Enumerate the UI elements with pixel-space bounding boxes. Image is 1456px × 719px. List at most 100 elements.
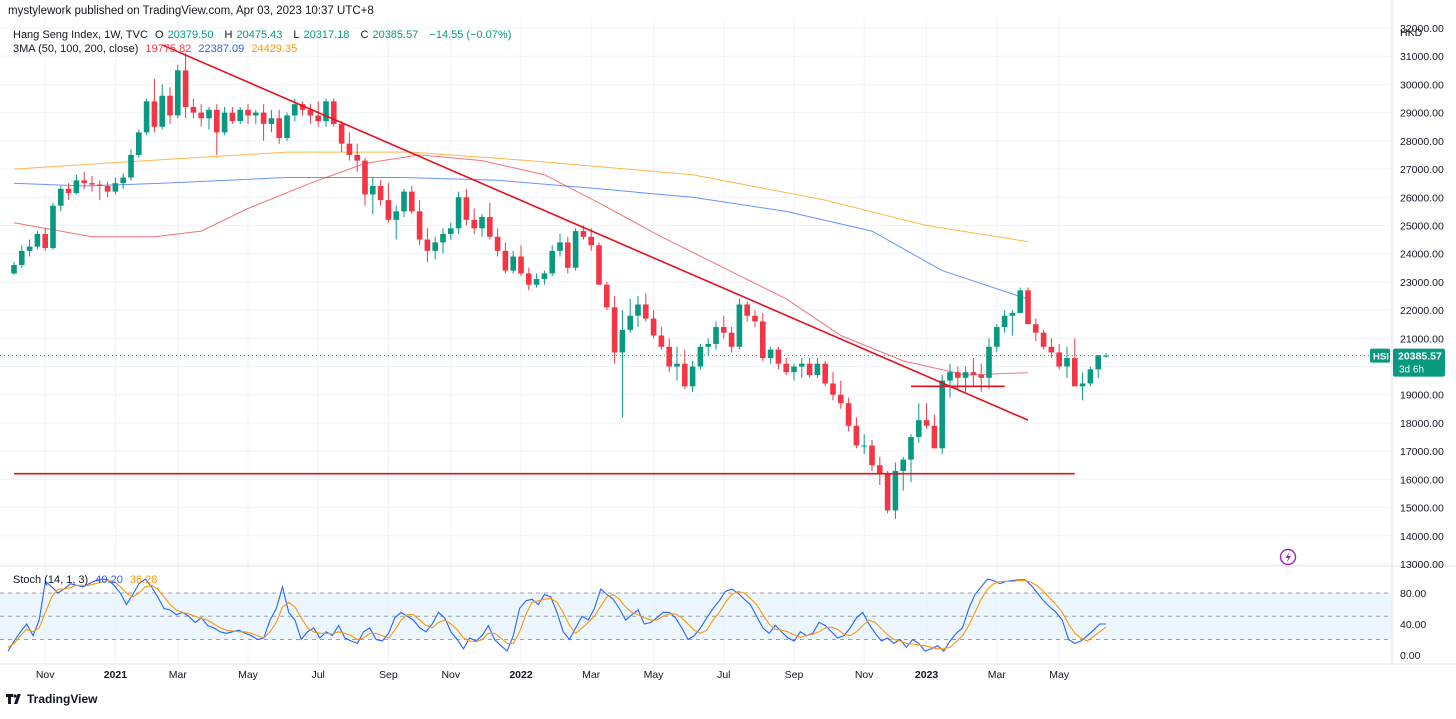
- candle: [245, 104, 251, 124]
- candle: [128, 149, 134, 181]
- candle: [588, 228, 594, 251]
- candle-body: [502, 250, 509, 271]
- candle: [518, 245, 524, 277]
- stoch-tick-label: 40.00: [1400, 619, 1426, 631]
- candle-body: [588, 236, 594, 246]
- candle-body: [1025, 290, 1031, 325]
- candle-body: [448, 228, 454, 234]
- candle-body: [401, 191, 407, 212]
- candle-body: [346, 143, 353, 155]
- candle: [596, 242, 602, 285]
- candle: [611, 296, 618, 364]
- ma200-value: 24429.35: [251, 43, 298, 55]
- candle-body: [315, 115, 321, 122]
- candle: [604, 281, 610, 311]
- candle: [994, 324, 1000, 353]
- candle-body: [487, 217, 493, 237]
- candle: [409, 185, 415, 215]
- time-tick-label: May: [1049, 669, 1070, 681]
- candle: [838, 380, 844, 409]
- time-tick-label: Nov: [441, 669, 460, 681]
- price-tag: [1370, 348, 1445, 377]
- candle: [884, 470, 891, 514]
- candle-body: [455, 197, 462, 229]
- candle: [565, 236, 571, 274]
- candle: [970, 358, 977, 387]
- candle: [1087, 366, 1094, 387]
- candle-body: [853, 425, 860, 446]
- candle-body: [494, 236, 501, 251]
- price-legend: Hang Seng Index, 1W, TVC O 20379.50 H 2047…: [13, 29, 515, 41]
- time-tick-label: Mar: [582, 669, 601, 681]
- stoch-tick-label: 80.00: [1400, 588, 1426, 600]
- candle-body: [471, 219, 477, 229]
- candle: [923, 403, 930, 429]
- candle-body: [393, 211, 399, 220]
- candle-body: [11, 264, 17, 274]
- candle: [81, 171, 87, 189]
- candle: [541, 270, 548, 285]
- candle-body: [526, 273, 532, 285]
- candle: [775, 346, 782, 370]
- candle-body: [104, 185, 111, 192]
- candle: [627, 298, 633, 333]
- ohlc-open: O 20379.50: [155, 29, 214, 41]
- price-tick-label: 27000.00: [1400, 164, 1444, 176]
- time-tick-label: Mar: [169, 669, 188, 681]
- candle: [845, 397, 852, 432]
- candle-body: [962, 372, 969, 378]
- candle-body: [838, 394, 844, 404]
- candle-body: [136, 132, 142, 155]
- candle: [455, 191, 462, 234]
- candle-body: [19, 250, 25, 265]
- candle: [120, 173, 126, 189]
- candle-body: [58, 188, 64, 206]
- stoch-legend[interactable]: Stoch (14, 1, 3) 40.20 36.28: [13, 574, 161, 586]
- candle: [97, 180, 103, 201]
- candle-body: [338, 123, 345, 144]
- ma50-line: [13, 154, 1029, 376]
- stoch-d-value: 36.28: [129, 574, 158, 586]
- candle: [666, 338, 672, 373]
- candle: [783, 358, 789, 375]
- candle: [385, 183, 392, 223]
- candle: [19, 245, 25, 268]
- candle-body: [728, 332, 735, 347]
- candle-body: [791, 366, 797, 373]
- candle-body: [908, 437, 914, 460]
- candle: [916, 403, 922, 443]
- candle-body: [237, 109, 243, 122]
- candle: [806, 358, 813, 378]
- candle: [229, 106, 236, 124]
- ma-legend[interactable]: 3MA (50, 100, 200, close) 19775.82 22387…: [13, 43, 301, 55]
- time-tick-label: Mar: [988, 669, 1007, 681]
- candle: [549, 245, 555, 277]
- candle: [338, 121, 345, 153]
- tradingview-logo[interactable]: TradingView: [6, 692, 97, 706]
- candle-body: [955, 372, 961, 378]
- candle-body: [666, 346, 672, 367]
- candle-body: [416, 211, 423, 240]
- candle-body: [268, 118, 275, 124]
- candle: [1048, 338, 1055, 359]
- candle-body: [986, 346, 992, 378]
- candle: [260, 104, 267, 141]
- candle: [362, 157, 368, 206]
- price-change: −14.55 (−0.07%): [429, 29, 512, 41]
- time-tick-label: Nov: [855, 669, 874, 681]
- candle: [50, 202, 56, 250]
- lightning-icon-bolt: [1285, 552, 1291, 563]
- price-tick-label: 23000.00: [1400, 277, 1444, 289]
- candle-body: [385, 200, 392, 220]
- currency-label: HKD: [1400, 27, 1423, 39]
- candle: [276, 109, 282, 144]
- candle-body: [128, 154, 134, 178]
- candle-body: [26, 246, 33, 251]
- candle-body: [1079, 383, 1086, 387]
- candle-body: [845, 403, 852, 426]
- ma200-line: [13, 151, 1029, 243]
- candle-body: [970, 372, 977, 375]
- candle: [89, 176, 95, 192]
